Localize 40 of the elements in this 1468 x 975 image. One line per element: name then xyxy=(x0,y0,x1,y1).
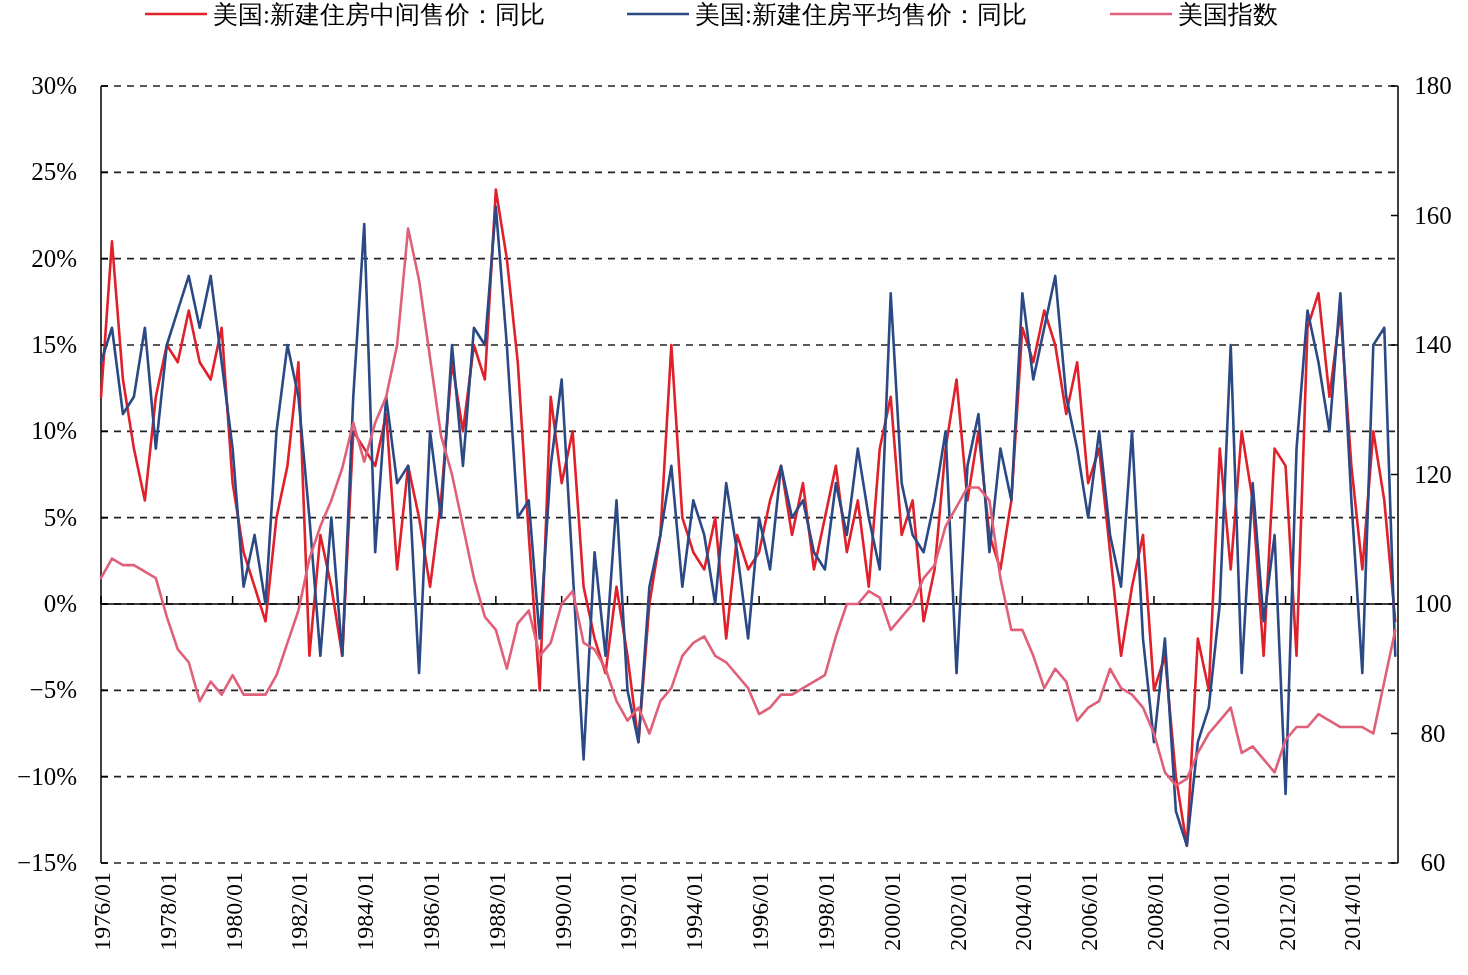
x-tick-label: 1984/01 xyxy=(352,872,379,951)
y-tick-label: 10% xyxy=(31,417,77,445)
y2-tick-label: 140 xyxy=(1414,331,1452,358)
x-tick-label: 2010/01 xyxy=(1207,872,1234,951)
x-tick-label: 2000/01 xyxy=(878,872,905,951)
x-tick-label: 1998/01 xyxy=(812,872,839,951)
y2-tick-label: 100 xyxy=(1414,590,1452,617)
x-tick-label: 1992/01 xyxy=(615,872,642,951)
x-tick-label: 2008/01 xyxy=(1141,872,1168,951)
y-tick-label: 25% xyxy=(31,158,77,186)
x-tick-label: 1996/01 xyxy=(747,872,774,951)
y-tick-label: 0% xyxy=(43,590,77,617)
y-tick-label: −15% xyxy=(17,849,77,876)
x-tick-label: 1988/01 xyxy=(483,872,510,951)
x-tick-label: 1986/01 xyxy=(418,872,445,951)
y2-tick-label: 60 xyxy=(1420,849,1446,876)
x-tick-label: 2014/01 xyxy=(1339,872,1366,951)
y-tick-label: −5% xyxy=(29,676,77,704)
legend-label: 美国:新建住房中间售价：同比 xyxy=(213,1,545,28)
y-tick-label: 30% xyxy=(31,72,77,99)
y2-tick-label: 180 xyxy=(1414,72,1452,99)
x-tick-label: 1978/01 xyxy=(154,872,181,951)
y-tick-label: 20% xyxy=(31,244,77,272)
y2-tick-label: 160 xyxy=(1414,201,1452,229)
y-tick-label: 5% xyxy=(43,503,77,531)
y-tick-label: 15% xyxy=(31,331,77,358)
x-tick-label: 2002/01 xyxy=(944,872,971,951)
legend-label: 美国:新建住房平均售价：同比 xyxy=(695,1,1027,28)
x-tick-label: 1976/01 xyxy=(89,872,115,951)
x-tick-label: 1982/01 xyxy=(286,872,313,951)
x-tick-label: 1990/01 xyxy=(549,872,576,951)
y2-tick-label: 120 xyxy=(1414,460,1452,488)
y2-tick-label: 80 xyxy=(1420,719,1446,747)
x-tick-label: 1980/01 xyxy=(220,872,247,951)
legend-label: 美国指数 xyxy=(1178,1,1278,28)
x-tick-label: 2006/01 xyxy=(1076,872,1103,951)
x-tick-label: 1994/01 xyxy=(681,872,708,951)
x-tick-label: 2004/01 xyxy=(1010,872,1037,951)
y-tick-label: −10% xyxy=(17,762,77,790)
x-tick-label: 2012/01 xyxy=(1273,872,1300,951)
